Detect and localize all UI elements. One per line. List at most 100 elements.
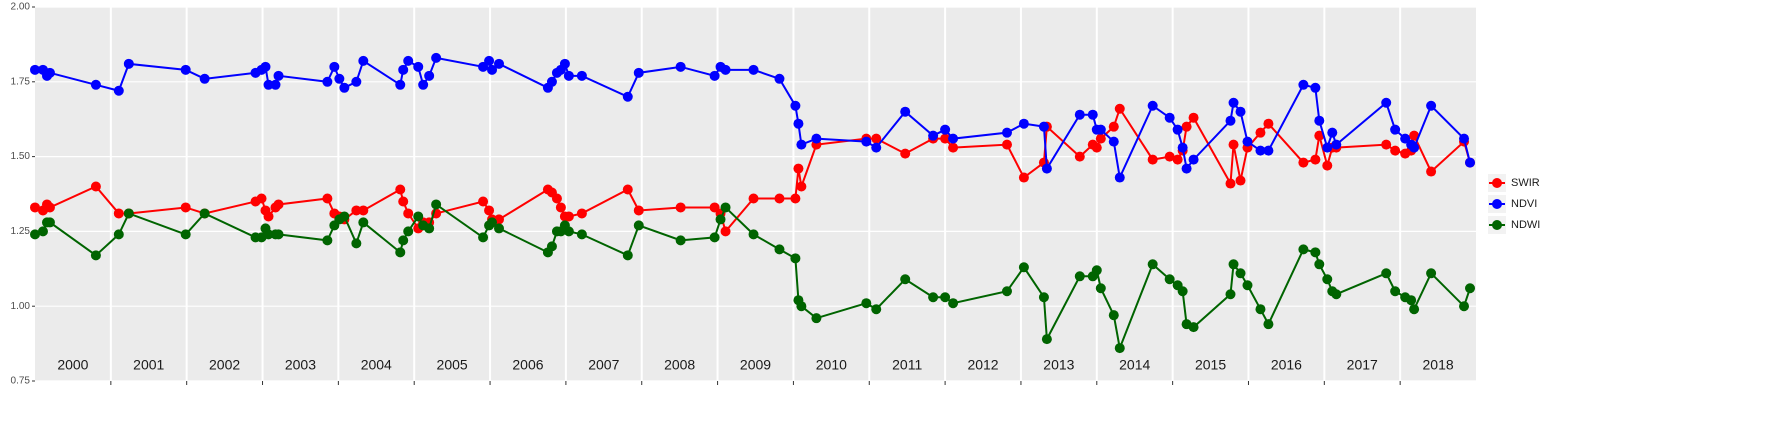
- point: [273, 199, 284, 210]
- point: [1087, 109, 1098, 120]
- point: [1228, 139, 1239, 150]
- point: [948, 142, 959, 153]
- point: [1242, 280, 1253, 291]
- point: [774, 244, 785, 255]
- point: [1314, 115, 1325, 126]
- point: [774, 73, 785, 84]
- point: [1263, 118, 1274, 129]
- point: [484, 205, 495, 216]
- point: [180, 64, 191, 75]
- point: [1406, 295, 1417, 306]
- point: [424, 70, 435, 81]
- point: [1298, 244, 1309, 255]
- point: [322, 235, 333, 246]
- point: [1263, 319, 1274, 330]
- point: [260, 61, 271, 72]
- point: [263, 229, 274, 240]
- point: [1074, 151, 1085, 162]
- y-tick-label: 1.50: [11, 151, 31, 162]
- point: [1172, 154, 1183, 165]
- point: [37, 226, 48, 237]
- point: [1147, 100, 1158, 111]
- point: [1181, 121, 1192, 132]
- point: [424, 223, 435, 234]
- point: [622, 184, 633, 195]
- point: [395, 184, 406, 195]
- y-tick-label: 1.25: [11, 226, 31, 237]
- point: [1225, 178, 1236, 189]
- point: [1331, 289, 1342, 300]
- point: [358, 55, 369, 66]
- point: [811, 313, 822, 324]
- year-label: 2006: [512, 357, 543, 373]
- point: [928, 292, 939, 303]
- point: [113, 85, 124, 96]
- year-label: 2018: [1423, 357, 1454, 373]
- point: [555, 202, 566, 213]
- point: [1018, 118, 1029, 129]
- point: [1322, 142, 1333, 153]
- point: [1235, 175, 1246, 186]
- point: [675, 202, 686, 213]
- point: [900, 148, 911, 159]
- point: [940, 133, 951, 144]
- point: [563, 211, 574, 222]
- point: [1018, 262, 1029, 273]
- year-label: 2004: [361, 357, 392, 373]
- year-label: 2012: [967, 357, 998, 373]
- point: [576, 70, 587, 81]
- point: [1327, 127, 1338, 138]
- legend-dot: [1492, 178, 1502, 188]
- point: [871, 142, 882, 153]
- point: [861, 298, 872, 309]
- legend-dot: [1492, 220, 1502, 230]
- point: [398, 235, 409, 246]
- point: [403, 208, 414, 219]
- point: [322, 193, 333, 204]
- point: [796, 181, 807, 192]
- point: [1091, 265, 1102, 276]
- point: [1188, 112, 1199, 123]
- point: [273, 229, 284, 240]
- point: [199, 208, 210, 219]
- point: [478, 232, 489, 243]
- legend-dot: [1492, 199, 1502, 209]
- point: [1114, 343, 1125, 354]
- point: [329, 61, 340, 72]
- point: [1147, 259, 1158, 270]
- point: [1390, 124, 1401, 135]
- point: [1409, 130, 1420, 141]
- point: [1459, 133, 1470, 144]
- point: [1228, 259, 1239, 270]
- point: [1465, 283, 1476, 294]
- point: [948, 133, 959, 144]
- point: [559, 58, 570, 69]
- point: [1255, 145, 1266, 156]
- point: [1255, 127, 1266, 138]
- point: [871, 304, 882, 315]
- y-tick-label: 1.00: [11, 301, 31, 312]
- point: [1177, 142, 1188, 153]
- point: [1459, 301, 1470, 312]
- point: [576, 229, 587, 240]
- point: [398, 64, 409, 75]
- point: [44, 217, 55, 228]
- point: [1108, 121, 1119, 132]
- point: [1381, 97, 1392, 108]
- point: [1263, 145, 1274, 156]
- point: [418, 79, 429, 90]
- point: [928, 130, 939, 141]
- point: [395, 247, 406, 258]
- point: [1390, 286, 1401, 297]
- point: [720, 226, 731, 237]
- year-label: 2008: [664, 357, 695, 373]
- point: [1164, 151, 1175, 162]
- point: [1038, 292, 1049, 303]
- point: [339, 82, 350, 93]
- point: [123, 58, 134, 69]
- point: [774, 193, 785, 204]
- point: [1001, 127, 1012, 138]
- year-label: 2010: [816, 357, 847, 373]
- point: [715, 214, 726, 225]
- point: [123, 208, 134, 219]
